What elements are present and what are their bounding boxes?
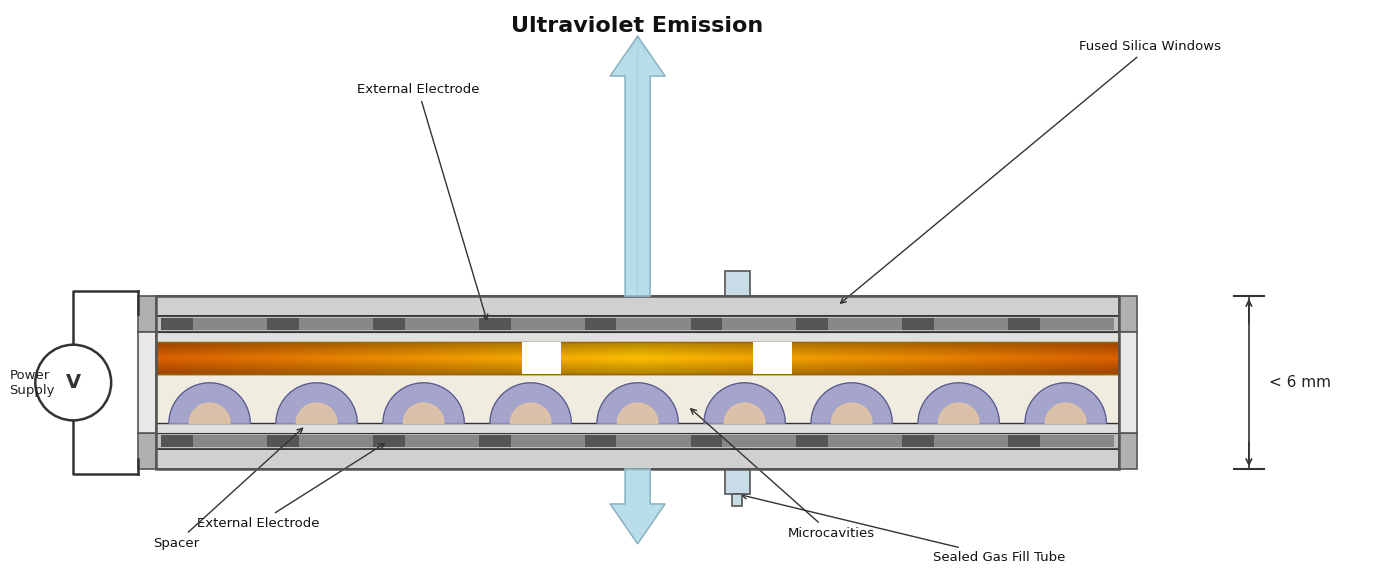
- FancyBboxPatch shape: [1119, 433, 1137, 469]
- Polygon shape: [918, 383, 1000, 423]
- FancyBboxPatch shape: [479, 318, 511, 330]
- FancyBboxPatch shape: [725, 271, 750, 296]
- Text: Power
Supply: Power Supply: [10, 368, 55, 397]
- FancyBboxPatch shape: [155, 316, 1119, 332]
- Polygon shape: [297, 403, 337, 423]
- FancyBboxPatch shape: [585, 436, 616, 447]
- Text: External Electrode: External Electrode: [357, 83, 487, 320]
- Polygon shape: [704, 383, 785, 423]
- Text: Spacer: Spacer: [153, 428, 302, 550]
- Polygon shape: [169, 383, 251, 423]
- FancyBboxPatch shape: [155, 450, 1119, 469]
- Polygon shape: [189, 403, 230, 423]
- Polygon shape: [811, 383, 892, 423]
- FancyBboxPatch shape: [372, 318, 405, 330]
- FancyBboxPatch shape: [161, 436, 1114, 447]
- FancyBboxPatch shape: [690, 436, 722, 447]
- FancyBboxPatch shape: [725, 469, 750, 494]
- Text: Sealed Gas Fill Tube: Sealed Gas Fill Tube: [742, 494, 1065, 564]
- FancyBboxPatch shape: [903, 436, 934, 447]
- FancyBboxPatch shape: [797, 436, 829, 447]
- FancyBboxPatch shape: [522, 342, 560, 374]
- Text: External Electrode: External Electrode: [197, 444, 385, 530]
- FancyBboxPatch shape: [267, 436, 298, 447]
- Text: Fused Silica Windows: Fused Silica Windows: [840, 39, 1221, 303]
- Polygon shape: [938, 403, 979, 423]
- Polygon shape: [832, 403, 872, 423]
- Polygon shape: [724, 403, 764, 423]
- Polygon shape: [276, 383, 357, 423]
- FancyBboxPatch shape: [155, 374, 1119, 423]
- FancyBboxPatch shape: [372, 436, 405, 447]
- FancyBboxPatch shape: [139, 296, 155, 332]
- FancyBboxPatch shape: [585, 318, 616, 330]
- FancyBboxPatch shape: [155, 423, 1119, 433]
- FancyBboxPatch shape: [479, 436, 511, 447]
- Polygon shape: [610, 469, 665, 544]
- FancyBboxPatch shape: [161, 318, 1114, 330]
- FancyBboxPatch shape: [732, 494, 742, 506]
- FancyBboxPatch shape: [139, 332, 155, 433]
- Polygon shape: [1025, 383, 1106, 423]
- FancyBboxPatch shape: [155, 332, 1119, 342]
- FancyBboxPatch shape: [1119, 296, 1137, 332]
- FancyBboxPatch shape: [155, 433, 1119, 450]
- FancyBboxPatch shape: [1008, 436, 1040, 447]
- Polygon shape: [490, 383, 571, 423]
- FancyBboxPatch shape: [267, 318, 298, 330]
- Text: V: V: [66, 373, 81, 392]
- Polygon shape: [403, 403, 444, 423]
- Polygon shape: [610, 36, 665, 296]
- Text: < 6 mm: < 6 mm: [1268, 375, 1331, 390]
- FancyBboxPatch shape: [161, 318, 193, 330]
- Text: Microcavities: Microcavities: [690, 409, 875, 540]
- FancyBboxPatch shape: [139, 433, 155, 469]
- Polygon shape: [510, 403, 552, 423]
- Text: Ultraviolet Emission: Ultraviolet Emission: [511, 16, 764, 37]
- FancyBboxPatch shape: [797, 318, 829, 330]
- Polygon shape: [1046, 403, 1086, 423]
- FancyBboxPatch shape: [903, 318, 934, 330]
- FancyBboxPatch shape: [1008, 318, 1040, 330]
- FancyBboxPatch shape: [161, 436, 193, 447]
- FancyBboxPatch shape: [690, 318, 722, 330]
- FancyBboxPatch shape: [1119, 332, 1137, 433]
- FancyBboxPatch shape: [155, 296, 1119, 316]
- Polygon shape: [596, 383, 678, 423]
- Polygon shape: [617, 403, 658, 423]
- Circle shape: [35, 345, 111, 420]
- Polygon shape: [384, 383, 465, 423]
- FancyBboxPatch shape: [753, 342, 792, 374]
